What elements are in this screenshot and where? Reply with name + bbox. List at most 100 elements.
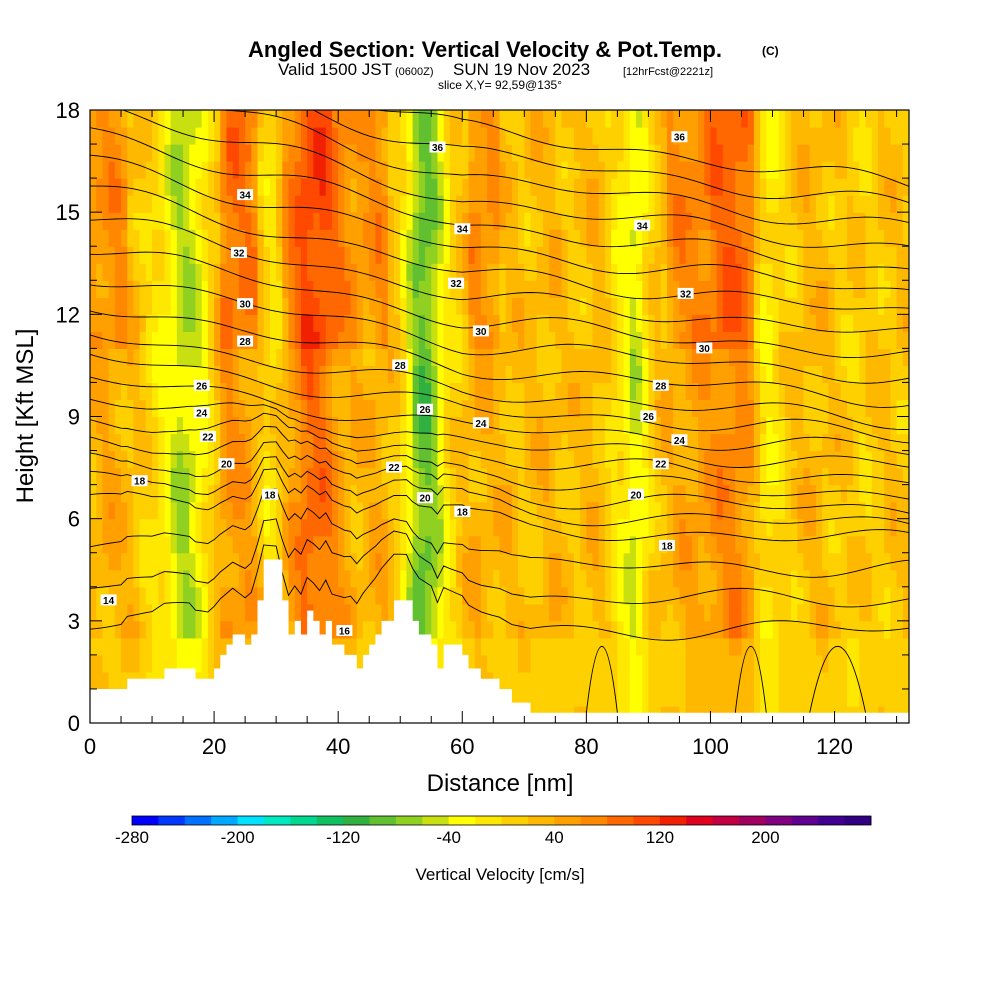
velocity-cell <box>809 620 817 639</box>
velocity-cell <box>369 280 376 298</box>
velocity-cell <box>828 416 836 435</box>
velocity-cell <box>623 212 631 230</box>
velocity-cell <box>840 518 848 537</box>
velocity-cell <box>431 280 439 298</box>
velocity-cell <box>815 110 823 128</box>
velocity-cell <box>114 331 122 349</box>
velocity-cell <box>363 399 370 418</box>
velocity-cell <box>276 450 283 469</box>
velocity-cell <box>456 416 463 435</box>
velocity-cell <box>220 144 228 162</box>
velocity-cell <box>902 399 909 418</box>
velocity-cell <box>629 331 637 349</box>
velocity-cell <box>716 671 724 690</box>
velocity-cell <box>201 382 209 401</box>
velocity-cell <box>425 127 432 145</box>
velocity-cell <box>803 535 811 554</box>
velocity-cell <box>152 603 159 622</box>
velocity-cell <box>580 433 587 452</box>
velocity-cell <box>729 229 736 247</box>
velocity-cell <box>108 399 116 418</box>
velocity-cell <box>840 433 848 452</box>
velocity-cell <box>598 484 606 503</box>
velocity-cell <box>257 195 265 213</box>
velocity-cell <box>189 586 197 605</box>
velocity-cell <box>133 263 141 281</box>
velocity-cell <box>443 382 451 401</box>
velocity-cell <box>573 280 581 298</box>
velocity-cell <box>834 484 842 503</box>
velocity-cell <box>617 365 625 384</box>
x-tick-label: 40 <box>326 734 350 759</box>
velocity-cell <box>691 535 699 554</box>
velocity-cell <box>648 569 656 588</box>
velocity-cell <box>772 416 780 435</box>
velocity-cell <box>784 297 792 315</box>
velocity-cell <box>884 586 891 605</box>
velocity-cell <box>369 297 376 315</box>
velocity-cell <box>536 637 544 656</box>
velocity-cell <box>592 518 600 537</box>
velocity-cell <box>474 161 482 179</box>
velocity-cell <box>493 280 501 298</box>
velocity-cell <box>456 569 463 588</box>
velocity-cell <box>549 467 556 486</box>
pot-temp-contour-line <box>90 544 909 641</box>
velocity-cell <box>567 280 575 298</box>
velocity-cell <box>400 399 408 418</box>
velocity-cell <box>809 195 817 213</box>
contour-label-text: 30 <box>475 327 487 338</box>
velocity-cell <box>698 416 705 435</box>
velocity-cell <box>884 263 891 281</box>
velocity-cell <box>505 603 513 622</box>
velocity-cell <box>245 348 252 367</box>
velocity-cell <box>480 263 488 281</box>
velocity-cell <box>437 280 445 298</box>
velocity-cell <box>350 586 358 605</box>
velocity-cell <box>654 246 662 264</box>
velocity-cell <box>96 297 103 315</box>
velocity-cell <box>288 620 296 639</box>
velocity-cell <box>313 467 321 486</box>
velocity-cell <box>617 161 625 179</box>
velocity-cell <box>890 654 898 673</box>
velocity-cell <box>356 467 364 486</box>
velocity-cell <box>890 637 898 656</box>
velocity-cell <box>412 280 420 298</box>
velocity-cell <box>164 467 172 486</box>
velocity-cell <box>685 382 693 401</box>
velocity-cell <box>846 586 854 605</box>
velocity-cell <box>183 484 190 503</box>
velocity-cell <box>890 127 898 145</box>
velocity-cell <box>108 178 116 196</box>
velocity-cell <box>201 263 209 281</box>
velocity-cell <box>741 518 749 537</box>
velocity-cell <box>710 161 718 179</box>
velocity-cell <box>604 416 612 435</box>
velocity-cell <box>586 467 594 486</box>
velocity-cell <box>760 416 767 435</box>
velocity-cell <box>648 178 656 196</box>
velocity-cell <box>846 484 854 503</box>
velocity-cell <box>667 654 674 673</box>
velocity-cell <box>425 161 432 179</box>
velocity-cell <box>425 280 432 298</box>
velocity-cell <box>331 467 339 486</box>
velocity-cell <box>698 688 705 707</box>
velocity-cell <box>530 552 538 571</box>
velocity-cell <box>170 416 178 435</box>
velocity-cell <box>152 501 159 520</box>
velocity-cell <box>617 331 625 349</box>
velocity-cell <box>480 246 488 264</box>
velocity-cell <box>387 144 395 162</box>
velocity-cell <box>257 382 265 401</box>
velocity-cell <box>493 297 501 315</box>
velocity-cell <box>214 603 221 622</box>
velocity-cell <box>828 603 836 622</box>
velocity-cell <box>778 110 786 128</box>
velocity-cell <box>877 688 885 707</box>
velocity-cell <box>760 314 767 332</box>
velocity-cell <box>164 620 172 639</box>
velocity-cell <box>691 212 699 230</box>
velocity-cell <box>480 637 488 656</box>
